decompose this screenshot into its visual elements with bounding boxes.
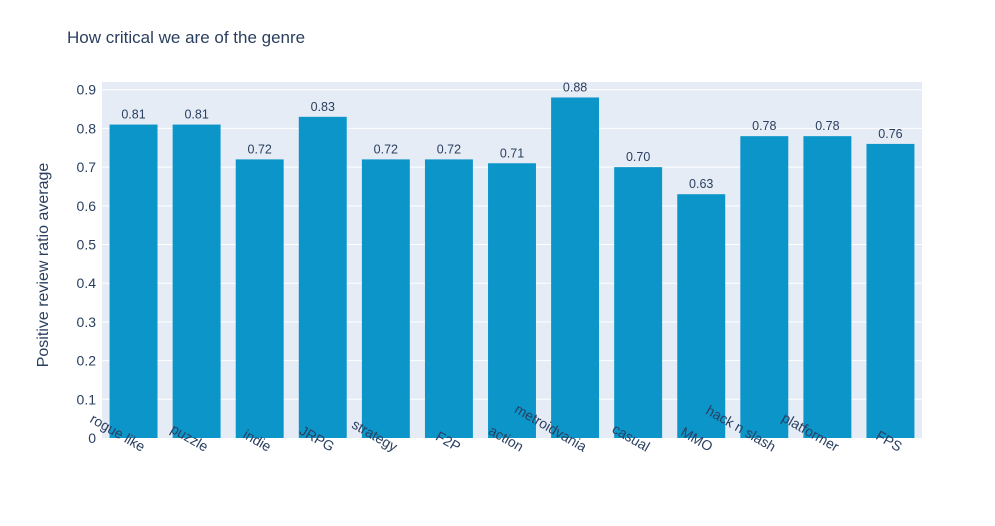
bar [361, 159, 410, 439]
bars: 0.81 0.81 0.72 0.83 0.72 0.72 0.71 0.88 0.70 0.63… [109, 80, 915, 439]
y-tick-label: 0.2 [77, 353, 97, 369]
bar [424, 159, 473, 439]
data-label: 0.78 [815, 119, 839, 133]
y-tick-label: 0.8 [77, 120, 97, 136]
bar [677, 194, 726, 438]
bar [803, 136, 852, 438]
data-label: 0.63 [689, 177, 713, 191]
bar [866, 143, 915, 439]
y-tick-label: 0.4 [77, 275, 97, 291]
data-label: 0.70 [626, 150, 650, 164]
chart-title: How critical we are of the genre [67, 28, 305, 47]
y-tick-label: 0.5 [77, 237, 97, 253]
y-axis-label: Positive review ratio average [35, 163, 52, 368]
data-label: 0.83 [311, 100, 335, 114]
bar [740, 136, 789, 438]
data-label: 0.81 [121, 108, 145, 122]
data-label: 0.88 [563, 80, 587, 94]
data-label: 0.72 [374, 142, 398, 156]
data-label: 0.71 [500, 146, 524, 160]
bar [488, 163, 536, 438]
y-tick-label: 0.6 [77, 198, 97, 214]
bar [172, 124, 221, 438]
bar [298, 116, 347, 439]
data-label: 0.72 [248, 142, 272, 156]
data-label: 0.81 [184, 108, 208, 122]
y-tick-label: 0.1 [77, 391, 97, 407]
bar [551, 97, 600, 438]
data-label: 0.72 [437, 142, 461, 156]
data-label: 0.78 [752, 119, 776, 133]
bar [109, 124, 158, 438]
y-tick-labels: 0 0.1 0.2 0.3 0.4 0.5 0.6 0.7 0.8 0.9 [77, 82, 97, 446]
y-tick-label: 0.3 [77, 314, 97, 330]
y-tick-label: 0.9 [77, 82, 97, 98]
bar [614, 167, 663, 438]
y-tick-label: 0 [88, 430, 96, 446]
y-tick-label: 0.7 [77, 159, 97, 175]
data-label: 0.76 [878, 127, 902, 141]
bar [235, 159, 284, 439]
